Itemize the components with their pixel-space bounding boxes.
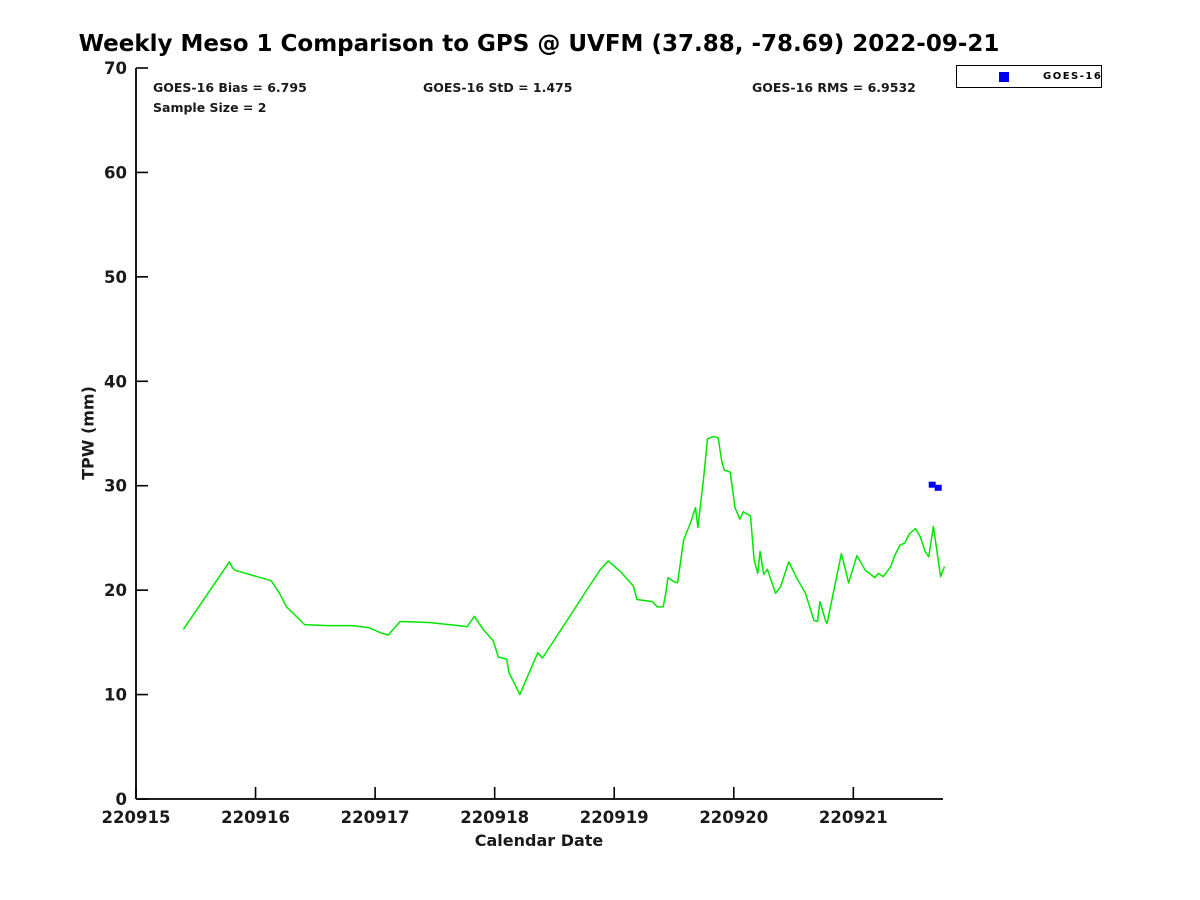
x-tick-label: 220915 bbox=[102, 808, 171, 827]
x-axis-label: Calendar Date bbox=[474, 831, 604, 850]
x-tick-label: 220920 bbox=[699, 808, 768, 827]
y-tick-label: 70 bbox=[104, 59, 127, 78]
x-tick-label: 220916 bbox=[221, 808, 290, 827]
x-tick-label: 220919 bbox=[580, 808, 649, 827]
x-tick-label: 220917 bbox=[341, 808, 410, 827]
goes16-data-marker bbox=[934, 484, 942, 491]
y-tick-label: 30 bbox=[104, 477, 127, 496]
y-tick-label: 10 bbox=[104, 686, 127, 705]
y-axis-label: TPW (mm) bbox=[78, 386, 98, 480]
gps-tpw-line bbox=[183, 435, 945, 696]
y-tick-label: 60 bbox=[104, 163, 127, 182]
y-tick-label: 50 bbox=[104, 268, 127, 287]
y-tick-label: 20 bbox=[104, 581, 127, 600]
chart-title: Weekly Meso 1 Comparison to GPS @ UVFM (… bbox=[78, 31, 1000, 57]
goes16-data-marker bbox=[928, 481, 936, 488]
x-tick-label: 220921 bbox=[819, 808, 888, 827]
stat-bias-text: GOES-16 Bias = 6.795 bbox=[153, 80, 307, 95]
y-tick-label: 40 bbox=[104, 372, 127, 391]
stat-sample-size-text: Sample Size = 2 bbox=[153, 100, 267, 115]
x-tick-label: 220918 bbox=[460, 808, 529, 827]
y-tick-label: 0 bbox=[116, 790, 127, 809]
legend-box: GOES-16 bbox=[956, 65, 1102, 88]
legend-goes16-label: GOES-16 bbox=[1043, 71, 1103, 82]
legend-goes16-marker-icon bbox=[999, 72, 1009, 82]
stat-std-text: GOES-16 StD = 1.475 bbox=[423, 80, 573, 95]
stat-rms-text: GOES-16 RMS = 6.9532 bbox=[752, 80, 916, 95]
